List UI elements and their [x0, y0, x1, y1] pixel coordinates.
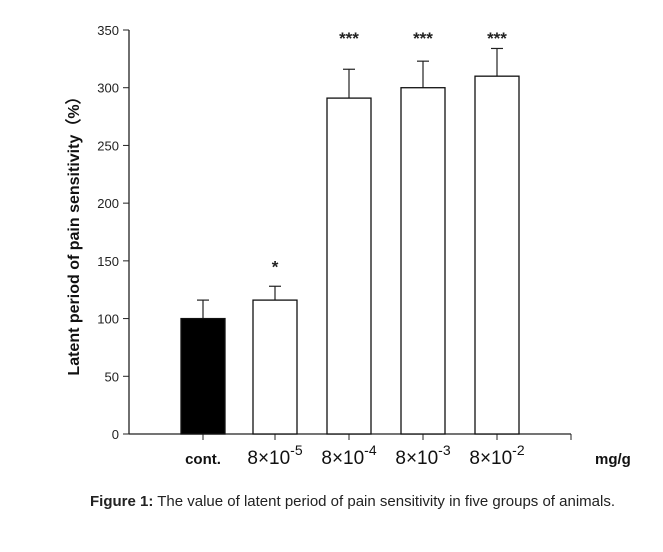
y-tick-label: 0 — [112, 427, 119, 442]
x-tick-label: 8×10-4 — [321, 442, 376, 469]
x-tick-label: 8×10-5 — [247, 442, 302, 469]
y-tick-label: 150 — [97, 254, 119, 269]
axes: 0 50 100 150 200 250 300 350 cont. 8×10-5 8×10-4 8×… — [97, 23, 572, 469]
bars: **** *** *** — [180, 29, 520, 435]
y-tick-label: 200 — [97, 196, 119, 211]
significance-marker: *** — [487, 29, 507, 48]
y-tick-label: 100 — [97, 312, 119, 327]
y-tick-label: 50 — [105, 369, 119, 384]
significance-marker: *** — [339, 29, 359, 48]
significance-marker: *** — [413, 29, 433, 48]
x-tick-label: 8×10-2 — [469, 442, 524, 469]
bar — [474, 75, 520, 435]
y-tick-label: 350 — [97, 23, 119, 38]
y-tick-label: 300 — [97, 81, 119, 96]
bar — [180, 317, 226, 435]
bar — [326, 97, 372, 435]
caption-label: Figure 1: — [90, 493, 154, 510]
bar — [400, 87, 446, 435]
x-tick-label: cont. — [185, 451, 221, 468]
figure-caption: Figure 1: The value of latent period of … — [90, 492, 650, 511]
bar — [252, 299, 298, 435]
x-unit-label: mg/g — [595, 451, 631, 468]
significance-marker: * — [272, 257, 279, 276]
caption-text: The value of latent period of pain sensi… — [153, 493, 615, 510]
y-tick-label: 250 — [97, 138, 119, 153]
y-axis-label: Latent period of pain sensitivity（%） — [65, 88, 83, 375]
bar-chart: 0 50 100 150 200 250 300 350 cont. 8×10-5 8×10-4 8×… — [65, 23, 631, 469]
x-tick-label: 8×10-3 — [395, 442, 450, 469]
